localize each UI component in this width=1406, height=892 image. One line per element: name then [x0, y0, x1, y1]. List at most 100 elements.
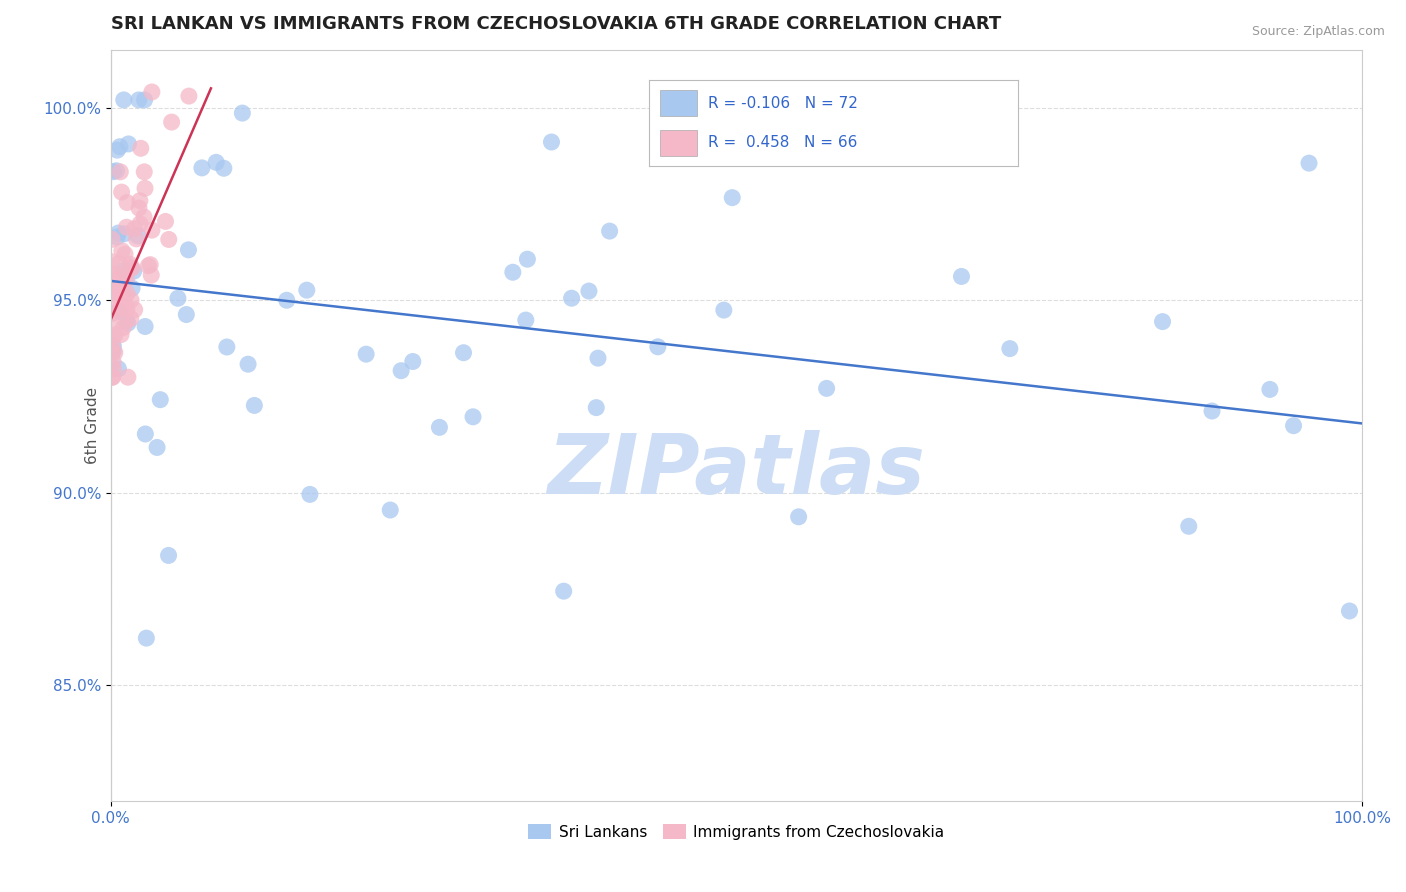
Point: [101, 345, 124, 359]
Point: [1298, 156, 1320, 170]
Legend: Sri Lankans, Immigrants from Czechoslovakia: Sri Lankans, Immigrants from Czechoslova…: [523, 818, 950, 846]
Point: [453, 345, 475, 359]
Point: [136, 259, 159, 273]
Point: [104, 345, 127, 359]
Point: [115, 314, 138, 328]
Point: [101, 338, 124, 352]
Point: [101, 290, 124, 304]
Point: [107, 361, 129, 376]
Point: [112, 93, 135, 107]
Point: [561, 291, 583, 305]
Point: [950, 269, 973, 284]
Point: [103, 355, 125, 369]
Text: Source: ZipAtlas.com: Source: ZipAtlas.com: [1251, 25, 1385, 38]
Point: [128, 93, 150, 107]
Point: [1152, 315, 1174, 329]
Point: [721, 191, 744, 205]
Point: [134, 93, 156, 107]
Point: [759, 93, 782, 107]
Point: [103, 362, 125, 376]
Point: [1339, 604, 1361, 618]
Point: [103, 279, 125, 293]
Point: [139, 258, 162, 272]
Point: [125, 232, 148, 246]
Point: [105, 285, 128, 299]
Point: [124, 221, 146, 235]
Point: [114, 298, 136, 312]
Point: [540, 135, 562, 149]
Point: [191, 161, 214, 175]
Point: [110, 327, 132, 342]
Point: [114, 227, 136, 241]
Point: [132, 210, 155, 224]
Point: [998, 342, 1021, 356]
Point: [586, 351, 609, 366]
Point: [104, 278, 127, 293]
Point: [115, 195, 138, 210]
Point: [101, 254, 124, 268]
Point: [402, 354, 425, 368]
Point: [502, 265, 524, 279]
Point: [118, 257, 141, 271]
Point: [128, 194, 150, 208]
Point: [461, 409, 484, 424]
Point: [177, 243, 200, 257]
Point: [141, 223, 163, 237]
Point: [177, 89, 200, 103]
Y-axis label: 6th Grade: 6th Grade: [84, 387, 100, 464]
Point: [134, 165, 156, 179]
Point: [115, 220, 138, 235]
Point: [176, 308, 198, 322]
Point: [120, 261, 142, 276]
Point: [647, 340, 669, 354]
Point: [101, 370, 124, 384]
Point: [389, 364, 412, 378]
Point: [101, 306, 124, 320]
Point: [105, 272, 128, 286]
Point: [115, 273, 138, 287]
Point: [112, 320, 135, 334]
Point: [236, 357, 259, 371]
Point: [117, 316, 139, 330]
Point: [215, 340, 238, 354]
Point: [295, 283, 318, 297]
Point: [121, 281, 143, 295]
Point: [354, 347, 377, 361]
Point: [129, 217, 152, 231]
Point: [124, 302, 146, 317]
Point: [157, 232, 180, 246]
Point: [122, 264, 145, 278]
Point: [650, 93, 672, 107]
Point: [103, 339, 125, 353]
Point: [167, 291, 190, 305]
Point: [815, 381, 838, 395]
Point: [121, 260, 143, 275]
Point: [105, 268, 128, 282]
Point: [127, 228, 149, 243]
Text: SRI LANKAN VS IMMIGRANTS FROM CZECHOSLOVAKIA 6TH GRADE CORRELATION CHART: SRI LANKAN VS IMMIGRANTS FROM CZECHOSLOV…: [111, 15, 1001, 33]
Point: [212, 161, 235, 176]
Point: [111, 185, 134, 199]
Point: [117, 136, 139, 151]
Point: [111, 244, 134, 258]
Point: [120, 311, 142, 326]
Point: [101, 330, 124, 344]
Point: [105, 143, 128, 157]
Point: [108, 304, 131, 318]
Point: [134, 427, 156, 442]
Point: [298, 487, 321, 501]
Point: [103, 164, 125, 178]
Point: [103, 268, 125, 282]
Point: [135, 631, 157, 645]
Point: [146, 441, 169, 455]
Point: [553, 584, 575, 599]
Point: [108, 301, 131, 316]
Point: [1201, 404, 1223, 418]
Point: [114, 287, 136, 301]
Point: [103, 306, 125, 320]
Point: [787, 509, 810, 524]
Point: [101, 370, 124, 384]
Point: [515, 313, 537, 327]
Point: [1177, 519, 1199, 533]
Point: [112, 263, 135, 277]
